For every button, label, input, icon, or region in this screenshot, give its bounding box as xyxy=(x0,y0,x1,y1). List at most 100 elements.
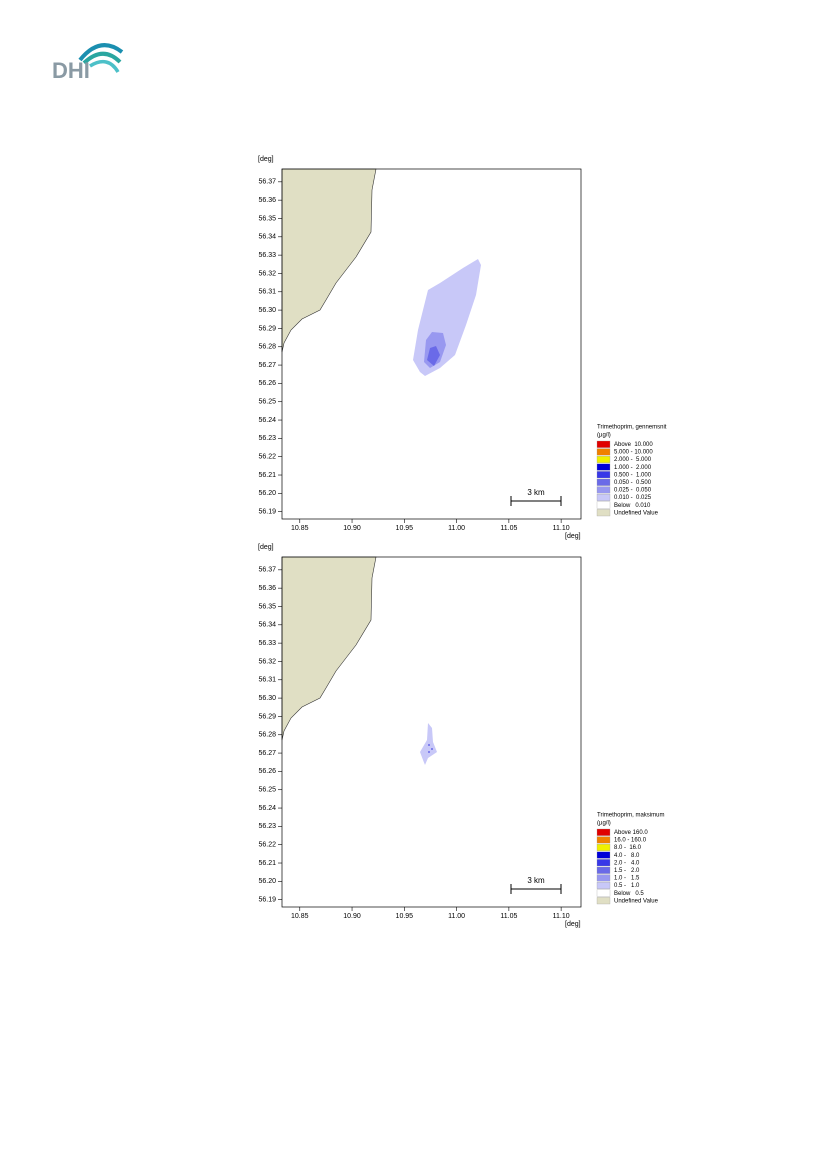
legend-swatch xyxy=(596,874,611,882)
y-tick-label: 56.27 xyxy=(258,362,276,369)
y-tick-label: 56.28 xyxy=(258,344,276,351)
y-tick-label: 56.24 xyxy=(258,417,276,424)
y-tick-label: 56.37 xyxy=(258,179,276,186)
legend-title: Trimethoprim, gennemsnit xyxy=(597,425,667,431)
legend-label: 1.0 - 1.5 xyxy=(614,876,640,882)
legend-label: Undefined Value xyxy=(614,510,659,516)
legend-label: Above 10.000 xyxy=(614,442,653,448)
legend-label: 0.010 - 0.025 xyxy=(614,495,652,501)
x-unit: [deg] xyxy=(565,533,581,540)
legend-label: 5.000 - 10.000 xyxy=(614,450,653,456)
legend-swatch xyxy=(596,440,611,448)
plot-frame xyxy=(281,556,582,908)
legend-label: 0.050 - 0.500 xyxy=(614,480,652,486)
legend-label: Above 160.0 xyxy=(614,830,648,836)
legend-label: Below 0.010 xyxy=(614,503,651,509)
legend-swatch xyxy=(596,471,611,479)
legend-swatch xyxy=(596,866,611,874)
y-tick-label: 56.33 xyxy=(258,640,276,647)
y-tick-label: 56.31 xyxy=(258,677,276,684)
y-tick-label: 56.22 xyxy=(258,842,276,849)
x-tick-label: 11.05 xyxy=(500,525,517,532)
legend-unit: (µg/l) xyxy=(597,821,611,827)
logo: DHI xyxy=(52,43,124,83)
y-tick-label: 56.34 xyxy=(258,622,276,629)
y-tick-label: 56.24 xyxy=(258,805,276,812)
legend-label: Undefined Value xyxy=(614,898,659,904)
y-tick-label: 56.34 xyxy=(258,234,276,241)
x-tick-label: 10.85 xyxy=(291,913,309,920)
x-tick-label: 10.95 xyxy=(396,525,414,532)
y-tick-label: 56.31 xyxy=(258,289,276,296)
map-shapes xyxy=(281,168,481,376)
x-tick-label: 11.00 xyxy=(448,913,465,920)
legend-swatch xyxy=(596,494,611,501)
x-tick-label: 10.85 xyxy=(291,525,309,532)
y-tick-label: 56.35 xyxy=(258,603,276,610)
y-tick-label: 56.32 xyxy=(258,270,276,277)
y-tick-label: 56.36 xyxy=(258,197,276,204)
legend-swatch xyxy=(596,501,611,509)
legend-swatch xyxy=(596,889,611,897)
y-tick-label: 56.33 xyxy=(258,252,276,259)
y-tick-label: 56.20 xyxy=(258,878,276,885)
x-tick-label: 11.10 xyxy=(553,525,570,532)
legend-label: 8.0 - 16.0 xyxy=(614,845,642,851)
x-unit: [deg] xyxy=(565,921,581,928)
y-unit: [deg] xyxy=(258,544,274,551)
legend-swatch xyxy=(596,859,611,867)
legend-swatch xyxy=(596,478,611,486)
y-tick-label: 56.30 xyxy=(258,307,276,314)
legend-label: 4.0 - 8.0 xyxy=(614,853,640,859)
plot-frame xyxy=(281,168,582,520)
legend-title: Trimethoprim, maksimum xyxy=(597,813,664,819)
y-unit: [deg] xyxy=(258,156,274,163)
legend-swatch xyxy=(596,844,611,851)
legend-label: 2.0 - 4.0 xyxy=(614,860,640,866)
y-tick-label: 56.26 xyxy=(258,768,276,775)
legend-label: 1.000 - 2.000 xyxy=(614,465,652,471)
legend-label: Below 0.5 xyxy=(614,891,644,897)
y-tick-label: 56.35 xyxy=(258,215,276,222)
y-tick-label: 56.19 xyxy=(258,509,276,516)
legend-swatch xyxy=(596,448,611,456)
y-tick-label: 56.29 xyxy=(258,325,276,332)
y-tick-label: 56.28 xyxy=(258,732,276,739)
map-shapes xyxy=(281,556,437,765)
y-tick-label: 56.27 xyxy=(258,750,276,757)
y-tick-label: 56.29 xyxy=(258,713,276,720)
y-tick-label: 56.25 xyxy=(258,787,276,794)
legend-swatch xyxy=(596,509,611,517)
y-tick-label: 56.23 xyxy=(258,435,276,442)
legend-swatch xyxy=(596,836,611,844)
legend-swatch xyxy=(596,897,611,905)
y-tick-label: 56.19 xyxy=(258,897,276,904)
legend-swatch xyxy=(596,851,611,859)
legend-label: 0.500 - 1.000 xyxy=(614,472,652,478)
x-tick-label: 10.90 xyxy=(343,913,361,920)
x-tick-label: 11.05 xyxy=(500,913,517,920)
y-tick-label: 56.36 xyxy=(258,585,276,592)
y-tick-label: 56.20 xyxy=(258,490,276,497)
y-tick-label: 56.22 xyxy=(258,454,276,461)
legend-label: 1.5 - 2.0 xyxy=(614,868,640,874)
legend-swatch xyxy=(596,463,611,471)
legend-label: 0.025 - 0.050 xyxy=(614,488,652,494)
legend-swatch xyxy=(596,882,611,889)
legend-swatch xyxy=(596,456,611,463)
y-tick-label: 56.25 xyxy=(258,399,276,406)
x-tick-label: 10.95 xyxy=(396,913,414,920)
logo-text: DHI xyxy=(52,58,90,83)
legend-swatch xyxy=(596,486,611,494)
x-tick-label: 10.90 xyxy=(343,525,361,532)
y-tick-label: 56.37 xyxy=(258,567,276,574)
legend-label: 2.000 - 5.000 xyxy=(614,457,652,463)
legend-swatch xyxy=(596,828,611,836)
y-tick-label: 56.21 xyxy=(258,472,276,479)
y-tick-label: 56.23 xyxy=(258,823,276,830)
x-tick-label: 11.10 xyxy=(553,913,570,920)
scale-bar-label: 3 km xyxy=(527,876,545,885)
y-tick-label: 56.21 xyxy=(258,860,276,867)
y-tick-label: 56.32 xyxy=(258,658,276,665)
